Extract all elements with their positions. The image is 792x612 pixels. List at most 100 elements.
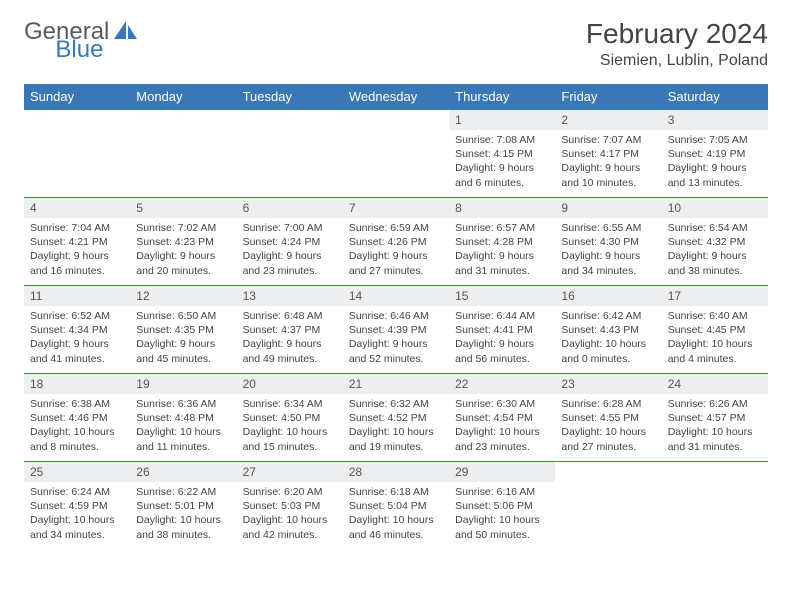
day-number: 22 <box>449 374 555 394</box>
day-body: Sunrise: 7:00 AMSunset: 4:24 PMDaylight:… <box>237 218 343 283</box>
calendar-row: 11Sunrise: 6:52 AMSunset: 4:34 PMDayligh… <box>24 286 768 374</box>
day-body: Sunrise: 6:16 AMSunset: 5:06 PMDaylight:… <box>449 482 555 547</box>
location: Siemien, Lublin, Poland <box>586 52 768 70</box>
day-number: 25 <box>24 462 130 482</box>
day-body: Sunrise: 6:42 AMSunset: 4:43 PMDaylight:… <box>555 306 661 371</box>
day-number: 9 <box>555 198 661 218</box>
calendar-body: 1Sunrise: 7:08 AMSunset: 4:15 PMDaylight… <box>24 110 768 550</box>
day-body: Sunrise: 6:48 AMSunset: 4:37 PMDaylight:… <box>237 306 343 371</box>
calendar-cell: 1Sunrise: 7:08 AMSunset: 4:15 PMDaylight… <box>449 110 555 198</box>
calendar-cell: 11Sunrise: 6:52 AMSunset: 4:34 PMDayligh… <box>24 286 130 374</box>
day-body: Sunrise: 6:55 AMSunset: 4:30 PMDaylight:… <box>555 218 661 283</box>
calendar-cell: 18Sunrise: 6:38 AMSunset: 4:46 PMDayligh… <box>24 374 130 462</box>
day-body: Sunrise: 7:05 AMSunset: 4:19 PMDaylight:… <box>662 130 768 195</box>
day-number: 3 <box>662 110 768 130</box>
day-number: 18 <box>24 374 130 394</box>
day-number: 6 <box>237 198 343 218</box>
day-number: 15 <box>449 286 555 306</box>
calendar-cell-empty <box>555 462 661 550</box>
calendar-cell: 6Sunrise: 7:00 AMSunset: 4:24 PMDaylight… <box>237 198 343 286</box>
calendar-cell: 19Sunrise: 6:36 AMSunset: 4:48 PMDayligh… <box>130 374 236 462</box>
day-number: 5 <box>130 198 236 218</box>
day-number: 2 <box>555 110 661 130</box>
calendar-cell-empty <box>24 110 130 198</box>
day-number: 8 <box>449 198 555 218</box>
calendar-cell: 12Sunrise: 6:50 AMSunset: 4:35 PMDayligh… <box>130 286 236 374</box>
calendar-cell: 15Sunrise: 6:44 AMSunset: 4:41 PMDayligh… <box>449 286 555 374</box>
day-number: 11 <box>24 286 130 306</box>
calendar-cell: 21Sunrise: 6:32 AMSunset: 4:52 PMDayligh… <box>343 374 449 462</box>
day-number: 26 <box>130 462 236 482</box>
day-number: 19 <box>130 374 236 394</box>
calendar-row: 1Sunrise: 7:08 AMSunset: 4:15 PMDaylight… <box>24 110 768 198</box>
calendar-cell: 8Sunrise: 6:57 AMSunset: 4:28 PMDaylight… <box>449 198 555 286</box>
day-body: Sunrise: 6:44 AMSunset: 4:41 PMDaylight:… <box>449 306 555 371</box>
weekday-header: Thursday <box>449 84 555 110</box>
day-number: 14 <box>343 286 449 306</box>
day-body: Sunrise: 7:02 AMSunset: 4:23 PMDaylight:… <box>130 218 236 283</box>
day-number: 28 <box>343 462 449 482</box>
day-number: 1 <box>449 110 555 130</box>
weekday-header: Tuesday <box>237 84 343 110</box>
calendar-cell: 25Sunrise: 6:24 AMSunset: 4:59 PMDayligh… <box>24 462 130 550</box>
day-body: Sunrise: 6:18 AMSunset: 5:04 PMDaylight:… <box>343 482 449 547</box>
title-block: February 2024 Siemien, Lublin, Poland <box>586 18 768 70</box>
calendar-cell-empty <box>343 110 449 198</box>
day-number: 23 <box>555 374 661 394</box>
day-number: 13 <box>237 286 343 306</box>
day-body: Sunrise: 6:30 AMSunset: 4:54 PMDaylight:… <box>449 394 555 459</box>
month-title: February 2024 <box>586 18 768 50</box>
weekday-header: Wednesday <box>343 84 449 110</box>
day-number: 10 <box>662 198 768 218</box>
logo: General Blue <box>24 18 191 46</box>
day-body: Sunrise: 7:07 AMSunset: 4:17 PMDaylight:… <box>555 130 661 195</box>
calendar-cell: 9Sunrise: 6:55 AMSunset: 4:30 PMDaylight… <box>555 198 661 286</box>
day-body: Sunrise: 6:22 AMSunset: 5:01 PMDaylight:… <box>130 482 236 547</box>
weekday-header: Saturday <box>662 84 768 110</box>
calendar-cell: 29Sunrise: 6:16 AMSunset: 5:06 PMDayligh… <box>449 462 555 550</box>
calendar-cell: 27Sunrise: 6:20 AMSunset: 5:03 PMDayligh… <box>237 462 343 550</box>
calendar-cell: 26Sunrise: 6:22 AMSunset: 5:01 PMDayligh… <box>130 462 236 550</box>
calendar-row: 4Sunrise: 7:04 AMSunset: 4:21 PMDaylight… <box>24 198 768 286</box>
day-number: 24 <box>662 374 768 394</box>
day-body: Sunrise: 7:08 AMSunset: 4:15 PMDaylight:… <box>449 130 555 195</box>
calendar-cell-empty <box>237 110 343 198</box>
day-body: Sunrise: 6:50 AMSunset: 4:35 PMDaylight:… <box>130 306 236 371</box>
header: General Blue February 2024 Siemien, Lubl… <box>24 18 768 70</box>
calendar-cell: 28Sunrise: 6:18 AMSunset: 5:04 PMDayligh… <box>343 462 449 550</box>
weekday-header: Friday <box>555 84 661 110</box>
day-body: Sunrise: 6:59 AMSunset: 4:26 PMDaylight:… <box>343 218 449 283</box>
calendar-cell: 10Sunrise: 6:54 AMSunset: 4:32 PMDayligh… <box>662 198 768 286</box>
day-number: 29 <box>449 462 555 482</box>
day-number: 7 <box>343 198 449 218</box>
calendar-row: 18Sunrise: 6:38 AMSunset: 4:46 PMDayligh… <box>24 374 768 462</box>
calendar-cell: 13Sunrise: 6:48 AMSunset: 4:37 PMDayligh… <box>237 286 343 374</box>
calendar-cell: 14Sunrise: 6:46 AMSunset: 4:39 PMDayligh… <box>343 286 449 374</box>
day-number: 16 <box>555 286 661 306</box>
calendar-cell: 16Sunrise: 6:42 AMSunset: 4:43 PMDayligh… <box>555 286 661 374</box>
calendar-cell-empty <box>130 110 236 198</box>
day-body: Sunrise: 6:38 AMSunset: 4:46 PMDaylight:… <box>24 394 130 459</box>
calendar-cell: 20Sunrise: 6:34 AMSunset: 4:50 PMDayligh… <box>237 374 343 462</box>
day-body: Sunrise: 6:46 AMSunset: 4:39 PMDaylight:… <box>343 306 449 371</box>
day-body: Sunrise: 6:57 AMSunset: 4:28 PMDaylight:… <box>449 218 555 283</box>
calendar-cell: 22Sunrise: 6:30 AMSunset: 4:54 PMDayligh… <box>449 374 555 462</box>
logo-sail-icon <box>113 19 139 46</box>
calendar-table: SundayMondayTuesdayWednesdayThursdayFrid… <box>24 84 768 550</box>
day-body: Sunrise: 6:34 AMSunset: 4:50 PMDaylight:… <box>237 394 343 459</box>
day-body: Sunrise: 6:20 AMSunset: 5:03 PMDaylight:… <box>237 482 343 547</box>
day-body: Sunrise: 6:40 AMSunset: 4:45 PMDaylight:… <box>662 306 768 371</box>
weekday-header: Monday <box>130 84 236 110</box>
calendar-cell: 3Sunrise: 7:05 AMSunset: 4:19 PMDaylight… <box>662 110 768 198</box>
day-body: Sunrise: 7:04 AMSunset: 4:21 PMDaylight:… <box>24 218 130 283</box>
day-number: 27 <box>237 462 343 482</box>
calendar-cell: 7Sunrise: 6:59 AMSunset: 4:26 PMDaylight… <box>343 198 449 286</box>
weekday-header: Sunday <box>24 84 130 110</box>
calendar-row: 25Sunrise: 6:24 AMSunset: 4:59 PMDayligh… <box>24 462 768 550</box>
day-body: Sunrise: 6:28 AMSunset: 4:55 PMDaylight:… <box>555 394 661 459</box>
day-body: Sunrise: 6:36 AMSunset: 4:48 PMDaylight:… <box>130 394 236 459</box>
day-number: 17 <box>662 286 768 306</box>
calendar-cell: 5Sunrise: 7:02 AMSunset: 4:23 PMDaylight… <box>130 198 236 286</box>
calendar-cell: 24Sunrise: 6:26 AMSunset: 4:57 PMDayligh… <box>662 374 768 462</box>
day-number: 4 <box>24 198 130 218</box>
